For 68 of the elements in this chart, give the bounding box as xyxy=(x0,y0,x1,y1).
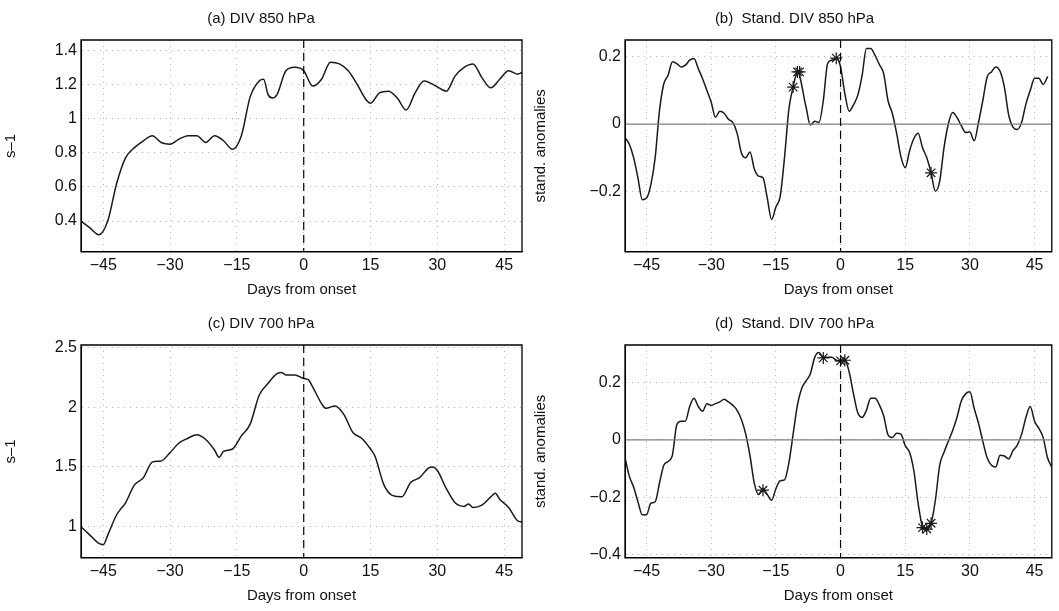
x-tick-label: −45 xyxy=(89,255,117,273)
x-tick-label: 15 xyxy=(896,561,915,579)
x-axis-title: Days from onset xyxy=(246,586,357,604)
x-tick-label: −45 xyxy=(632,255,661,273)
x-tick-label: −15 xyxy=(223,561,251,579)
x-tick-label: −15 xyxy=(223,255,251,273)
y-tick-label: −0.2 xyxy=(589,487,622,505)
line-series xyxy=(625,47,1049,221)
chart-title: (c) DIV 700 hPa xyxy=(207,314,316,332)
x-tick-label: 0 xyxy=(836,561,846,579)
y-tick-label: 0.8 xyxy=(54,143,78,161)
point xyxy=(816,351,830,365)
y-tick-label: 1.2 xyxy=(54,74,78,92)
y-axis-title: stand. anomalies xyxy=(531,394,549,509)
y-tick-label: −0.4 xyxy=(589,545,622,563)
x-tick-label: 45 xyxy=(1025,255,1044,273)
chart-title: (d) Stand. DIV 700 hPa xyxy=(714,314,875,332)
y-tick-label: 0.2 xyxy=(598,47,622,65)
y-tick-label: 1 xyxy=(68,108,78,126)
x-tick-label: 45 xyxy=(1025,561,1044,579)
x-axis-title: Days from onset xyxy=(246,280,357,298)
point xyxy=(756,483,770,497)
x-tick-label: 45 xyxy=(495,255,514,273)
chart-title: (b) Stand. DIV 850 hPa xyxy=(714,9,875,27)
x-tick-label: −30 xyxy=(697,255,725,273)
y-axis-title: stand. anomalies xyxy=(531,89,549,203)
x-tick-label: −45 xyxy=(632,561,661,579)
chart-title: (a) DIV 850 hPa xyxy=(207,9,316,27)
x-tick-label: 30 xyxy=(428,561,447,579)
x-axis-title: Days from onset xyxy=(783,280,894,298)
point xyxy=(920,522,934,536)
y-tick-label: 1.5 xyxy=(54,457,78,475)
x-tick-label: 15 xyxy=(361,255,380,273)
line-series xyxy=(81,61,522,236)
x-tick-label: 30 xyxy=(960,561,979,579)
x-tick-label: 0 xyxy=(299,561,309,579)
x-tick-label: 45 xyxy=(495,561,514,579)
x-tick-label: −45 xyxy=(89,561,117,579)
y-tick-label: 2.5 xyxy=(54,337,78,355)
x-tick-label: 30 xyxy=(960,255,979,273)
x-tick-label: −30 xyxy=(156,561,184,579)
y-tick-label: 0.4 xyxy=(54,211,78,229)
x-tick-label: −30 xyxy=(156,255,184,273)
y-tick-label: −0.2 xyxy=(589,181,622,199)
x-axis-title: Days from onset xyxy=(783,586,894,604)
y-tick-label: 1.4 xyxy=(54,40,78,58)
y-axis-title: s–1 xyxy=(1,133,19,158)
y-tick-label: 0.2 xyxy=(598,372,622,390)
point xyxy=(786,80,800,94)
point xyxy=(838,353,852,367)
x-tick-label: 15 xyxy=(361,561,380,579)
point xyxy=(829,51,843,65)
y-tick-label: 1 xyxy=(68,517,78,535)
y-tick-label: 0 xyxy=(612,430,622,448)
x-tick-label: −30 xyxy=(697,561,725,579)
line-series xyxy=(81,371,522,546)
y-tick-label: 2 xyxy=(68,397,78,415)
x-tick-label: 30 xyxy=(428,255,447,273)
y-tick-label: 0.6 xyxy=(54,177,78,195)
x-tick-label: 15 xyxy=(896,255,915,273)
x-tick-label: 0 xyxy=(836,255,846,273)
x-tick-label: −15 xyxy=(762,255,790,273)
point xyxy=(924,516,938,530)
x-tick-label: 0 xyxy=(299,255,309,273)
point xyxy=(924,166,938,180)
y-axis-title: s–1 xyxy=(1,439,19,464)
y-tick-label: 0 xyxy=(612,114,622,132)
x-tick-label: −15 xyxy=(762,561,790,579)
